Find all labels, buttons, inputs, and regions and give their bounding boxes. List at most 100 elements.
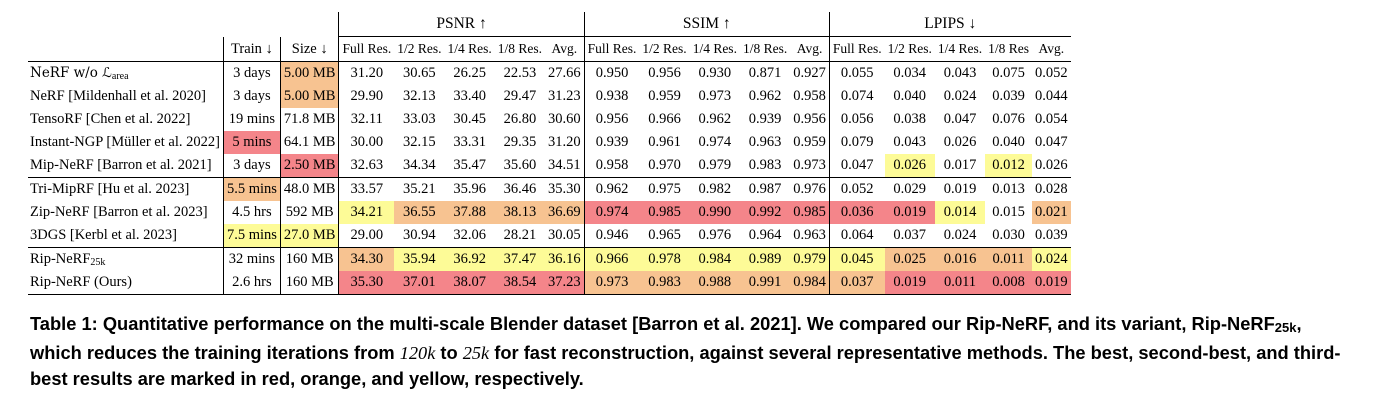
ssim-cell: 0.976 — [790, 177, 830, 201]
lpips-cell: 0.052 — [828, 177, 885, 201]
table-row: Zip-NeRF [Barron et al. 2023] 4.5 hrs 59… — [28, 201, 1071, 224]
psnr-cell: 30.00 — [338, 131, 395, 154]
lpips-cell: 0.019 — [934, 177, 986, 201]
train-time: 5.5 mins — [223, 177, 281, 201]
ssim-cell: 0.963 — [748, 134, 782, 151]
psnr-cell: 30.94 — [403, 227, 436, 244]
ssim-cell: 0.973 — [698, 88, 732, 105]
psnr-cell: 31.20 — [338, 61, 395, 85]
ssim-cell: 0.989 — [739, 247, 791, 271]
ssim-cell: 0.930 — [689, 61, 740, 85]
caption-text: for fast reconstruction, against several… — [30, 342, 1341, 389]
model-size: 71.8 MB — [283, 111, 336, 128]
psnr-cell: 36.92 — [444, 247, 495, 271]
lpips-cell: 0.043 — [934, 61, 986, 85]
psnr-cell: 29.47 — [503, 88, 537, 105]
ssim-cell: 0.982 — [689, 177, 740, 201]
psnr-cell: 35.47 — [453, 157, 486, 174]
caption-number: 25k — [462, 343, 490, 363]
psnr-cell: 35.96 — [444, 177, 495, 201]
lpips-sub-header: Avg. — [1038, 41, 1065, 57]
model-size: 160 MB — [280, 247, 339, 271]
psnr-cell: 29.90 — [338, 85, 395, 108]
ssim-cell: 0.950 — [583, 61, 640, 85]
train-time: 3 days — [223, 61, 281, 85]
ssim-cell: 0.987 — [739, 177, 791, 201]
ssim-cell: 0.974 — [698, 134, 732, 151]
lpips-cell: 0.045 — [828, 247, 885, 271]
ssim-cell: 0.963 — [793, 227, 826, 244]
ssim-cell: 0.973 — [793, 157, 826, 174]
table-row: 3DGS [Kerbl et al. 2023] 7.5 mins 27.0 M… — [28, 224, 1071, 248]
psnr-cell: 38.54 — [494, 271, 546, 295]
train-time: 3 days — [223, 154, 281, 178]
lpips-cell: 0.030 — [992, 227, 1025, 244]
lpips-cell: 0.008 — [985, 271, 1033, 295]
lpips-sub-header: 1/8 Res — [988, 41, 1030, 57]
ssim-cell: 0.938 — [583, 85, 640, 108]
lpips-cell: 0.024 — [943, 227, 977, 244]
ssim-cell: 0.958 — [583, 154, 640, 178]
ssim-cell: 0.965 — [648, 227, 681, 244]
psnr-group-header: PSNR ↑ — [338, 12, 585, 37]
table-row: Tri-MipRF [Hu et al. 2023] 5.5 mins 48.0… — [28, 177, 1071, 201]
psnr-cell: 33.40 — [453, 88, 486, 105]
ssim-cell: 0.962 — [583, 177, 640, 201]
header-row-columns: Train ↓ Size ↓ Full Res. 1/2 Res. 1/4 Re… — [28, 36, 1071, 62]
table-caption: Table 1: Quantitative performance on the… — [30, 311, 1355, 391]
lpips-cell: 0.013 — [985, 177, 1033, 201]
lpips-cell: 0.026 — [943, 134, 977, 151]
ssim-cell: 0.985 — [639, 201, 690, 224]
psnr-cell: 35.21 — [394, 177, 445, 201]
psnr-cell: 34.51 — [548, 157, 581, 174]
psnr-cell: 29.35 — [503, 134, 537, 151]
psnr-cell: 33.31 — [453, 134, 486, 151]
lpips-cell: 0.026 — [1035, 157, 1068, 174]
ssim-cell: 0.962 — [698, 111, 732, 128]
table-row: Rip-NeRF25k 32 mins 160 MB 34.30 35.94 3… — [28, 247, 1071, 271]
lpips-cell: 0.024 — [1032, 247, 1071, 271]
method-name: Instant-NGP [Müller et al. 2022] — [28, 131, 224, 154]
model-size: 27.0 MB — [280, 224, 339, 248]
ssim-sub-header: 1/8 Res. — [742, 41, 788, 57]
model-size: 48.0 MB — [280, 177, 339, 201]
lpips-cell: 0.038 — [893, 111, 927, 128]
psnr-cell: 38.13 — [494, 201, 546, 224]
psnr-cell: 34.34 — [403, 157, 436, 174]
ssim-cell: 0.973 — [583, 271, 640, 295]
lpips-cell: 0.019 — [1032, 271, 1071, 295]
lpips-cell: 0.024 — [943, 88, 977, 105]
psnr-cell: 29.00 — [338, 224, 395, 248]
lpips-cell: 0.056 — [828, 108, 885, 131]
table-row: NeRF [Mildenhall et al. 2020] 3 days 5.0… — [28, 85, 1071, 108]
psnr-cell: 37.01 — [394, 271, 445, 295]
caption-number: 120k — [399, 343, 436, 363]
lpips-cell: 0.016 — [934, 247, 986, 271]
ssim-cell: 0.966 — [583, 247, 640, 271]
lpips-cell: 0.039 — [992, 88, 1025, 105]
ssim-cell: 0.979 — [790, 247, 830, 271]
ssim-cell: 0.964 — [748, 227, 782, 244]
ssim-sub-header: Avg. — [796, 41, 823, 57]
train-time: 2.6 hrs — [223, 271, 281, 295]
train-time: 19 mins — [223, 108, 281, 131]
table-row: Instant-NGP [Müller et al. 2022] 5 mins … — [28, 131, 1071, 154]
ssim-cell: 0.978 — [639, 247, 690, 271]
ssim-cell: 0.990 — [689, 201, 740, 224]
psnr-cell: 30.60 — [548, 111, 581, 128]
psnr-cell: 26.80 — [503, 111, 537, 128]
ssim-cell: 0.939 — [583, 131, 640, 154]
table-row: TensoRF [Chen et al. 2022] 19 mins 71.8 … — [28, 108, 1071, 131]
ssim-cell: 0.991 — [739, 271, 791, 295]
ssim-sub-header: Full Res. — [583, 36, 640, 62]
ssim-cell: 0.966 — [648, 111, 681, 128]
ssim-cell: 0.958 — [793, 88, 826, 105]
lpips-cell: 0.019 — [884, 271, 935, 295]
psnr-cell: 33.57 — [338, 177, 395, 201]
ssim-cell: 0.983 — [748, 157, 782, 174]
lpips-cell: 0.054 — [1035, 111, 1068, 128]
lpips-cell: 0.075 — [985, 61, 1033, 85]
caption-text: Quantitative performance on the multi-sc… — [102, 313, 1275, 334]
psnr-sub-header: 1/2 Res. — [397, 41, 442, 57]
psnr-cell: 35.60 — [503, 157, 537, 174]
